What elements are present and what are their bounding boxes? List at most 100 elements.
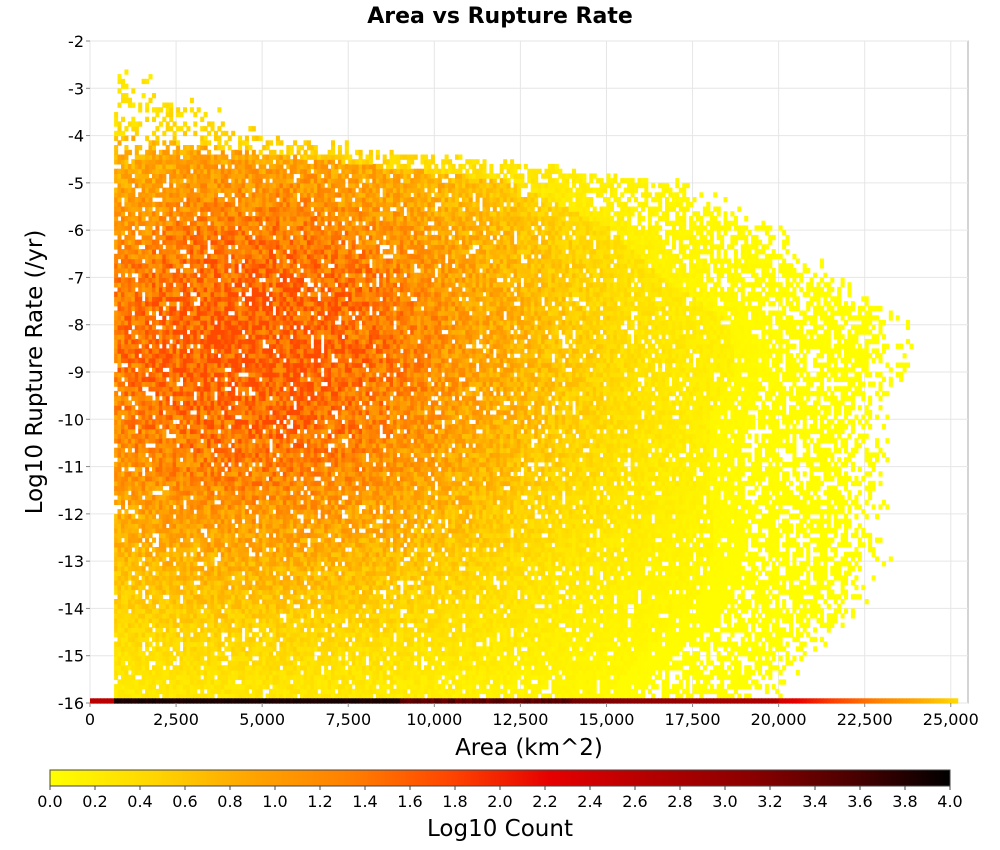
- heatmap-cell: [538, 660, 542, 665]
- heatmap-cell: [348, 656, 352, 661]
- heatmap-cell: [476, 660, 480, 665]
- heatmap-cell: [744, 679, 748, 684]
- heatmap-cell: [755, 684, 759, 689]
- heatmap-cell: [469, 689, 473, 694]
- heatmap-cell: [758, 684, 762, 689]
- heatmap-cell: [813, 646, 817, 651]
- heatmap-cell: [507, 642, 511, 647]
- heatmap-cell: [445, 632, 449, 637]
- heatmap-cell: [768, 660, 772, 665]
- heatmap-cell: [789, 632, 793, 637]
- heatmap-cell: [348, 665, 352, 670]
- heatmap-cell: [235, 651, 239, 656]
- heatmap-cell: [445, 660, 449, 665]
- heatmap-cell: [266, 684, 270, 689]
- heatmap-cell: [603, 656, 607, 661]
- heatmap-cell: [176, 632, 180, 637]
- heatmap-cell: [149, 694, 153, 699]
- heatmap-cell: [173, 637, 177, 642]
- heatmap-cell: [572, 665, 576, 670]
- heatmap-cell: [131, 656, 135, 661]
- heatmap-cell: [576, 689, 580, 694]
- heatmap-cell: [579, 665, 583, 670]
- heatmap-cell: [789, 627, 793, 632]
- heatmap-cell: [634, 632, 638, 637]
- heatmap-cell: [149, 632, 153, 637]
- heatmap-cell: [269, 679, 273, 684]
- heatmap-cell: [496, 684, 500, 689]
- heatmap-cell: [730, 646, 734, 651]
- heatmap-cell: [197, 642, 201, 647]
- heatmap-cell: [720, 665, 724, 670]
- heatmap-cell: [445, 651, 449, 656]
- heatmap-cell: [396, 632, 400, 637]
- heatmap-cell: [410, 642, 414, 647]
- heatmap-cell: [155, 623, 159, 628]
- heatmap-cell: [345, 679, 349, 684]
- heatmap-cell: [483, 679, 487, 684]
- heatmap-cell: [118, 684, 122, 689]
- heatmap-cell: [211, 689, 215, 694]
- heatmap-cell: [348, 694, 352, 699]
- heatmap-cell: [472, 684, 476, 689]
- heatmap-cell: [531, 675, 535, 680]
- heatmap-cell: [789, 660, 793, 665]
- heatmap-cell: [317, 694, 321, 699]
- heatmap-cell: [493, 642, 497, 647]
- heatmap-cell: [217, 660, 221, 665]
- heatmap-cell: [483, 660, 487, 665]
- heatmap-cell: [751, 656, 755, 661]
- heatmap-cell: [186, 627, 190, 632]
- heatmap-cell: [603, 679, 607, 684]
- heatmap-cell: [469, 646, 473, 651]
- heatmap-cell: [410, 660, 414, 665]
- heatmap-cell: [727, 665, 731, 670]
- heatmap-cell: [730, 670, 734, 675]
- heatmap-cell: [369, 694, 373, 699]
- heatmap-cell: [755, 632, 759, 637]
- heatmap-cell: [276, 670, 280, 675]
- heatmap-cell: [796, 627, 800, 632]
- heatmap-cell: [562, 684, 566, 689]
- heatmap-cell: [572, 646, 576, 651]
- heatmap-cell: [252, 679, 256, 684]
- heatmap-cell: [269, 651, 273, 656]
- heatmap-cell: [761, 651, 765, 656]
- heatmap-cell: [124, 646, 128, 651]
- heatmap-cell: [675, 642, 679, 647]
- heatmap-cell: [131, 665, 135, 670]
- heatmap-cell: [266, 632, 270, 637]
- heatmap-cell: [610, 665, 614, 670]
- heatmap-cell: [379, 637, 383, 642]
- heatmap-cell: [131, 689, 135, 694]
- heatmap-cell: [627, 675, 631, 680]
- heatmap-cell: [307, 642, 311, 647]
- heatmap-cell: [445, 642, 449, 647]
- heatmap-cell: [372, 637, 376, 642]
- heatmap-cell: [579, 660, 583, 665]
- heatmap-cell: [586, 632, 590, 637]
- heatmap-cell: [197, 675, 201, 680]
- heatmap-cell: [228, 665, 232, 670]
- heatmap-cell: [131, 684, 135, 689]
- heatmap-cell: [403, 660, 407, 665]
- heatmap-cell: [627, 689, 631, 694]
- heatmap-cell: [748, 694, 752, 699]
- heatmap-cell: [737, 665, 741, 670]
- heatmap-cell: [507, 646, 511, 651]
- heatmap-cell: [269, 675, 273, 680]
- heatmap-cell: [476, 694, 480, 699]
- heatmap-cell: [259, 694, 263, 699]
- heatmap-cell: [693, 656, 697, 661]
- heatmap-cell: [131, 675, 135, 680]
- heatmap-cell: [748, 670, 752, 675]
- heatmap-cell: [417, 632, 421, 637]
- heatmap-cell: [228, 627, 232, 632]
- heatmap-cell: [300, 665, 304, 670]
- heatmap-cell: [469, 694, 473, 699]
- heatmap-cell: [307, 679, 311, 684]
- heatmap-cell: [699, 637, 703, 642]
- heatmap-cell: [658, 632, 662, 637]
- heatmap-cell: [324, 637, 328, 642]
- heatmap-cell: [221, 665, 225, 670]
